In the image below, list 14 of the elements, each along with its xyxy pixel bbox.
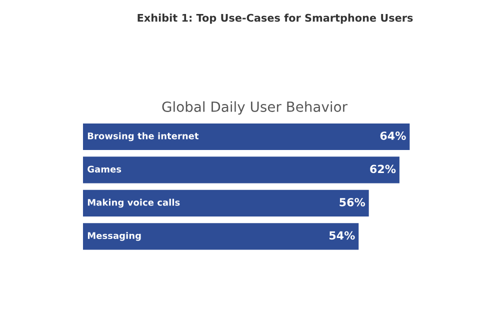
y-tick-label: Browsing the internet (88, 132, 199, 142)
bar (83, 123, 410, 150)
bar (83, 223, 359, 250)
bar (83, 190, 369, 216)
data-label: 64% (380, 132, 406, 140)
bar (83, 156, 400, 184)
chart-title: Exhibit 1: Top Use-Cases for Smartphone Users (138, 14, 413, 24)
chart-subtitle: Global Daily User Behavior (162, 101, 348, 115)
data-label: 54% (329, 231, 355, 240)
data-label: 62% (370, 164, 396, 174)
y-tick-label: Games (88, 166, 122, 173)
y-tick-label: Messaging (88, 232, 141, 241)
y-tick-label: Making voice calls (88, 198, 180, 208)
data-label: 56% (340, 198, 366, 206)
